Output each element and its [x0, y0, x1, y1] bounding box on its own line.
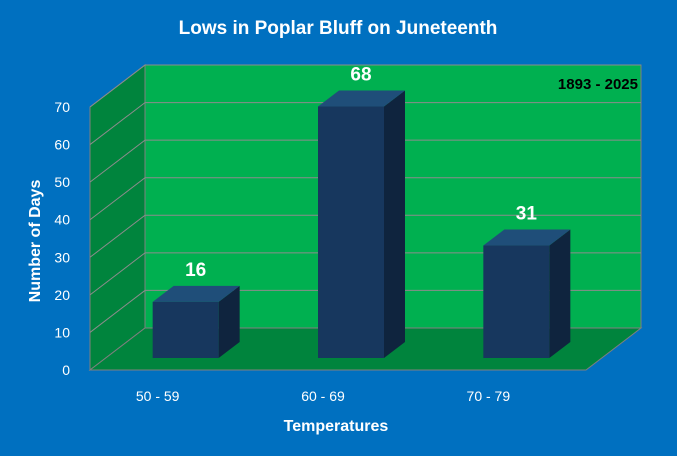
- gridline: [89, 64, 641, 108]
- bar-front-face: [152, 301, 219, 358]
- gridline: [89, 139, 641, 183]
- bar-front-face: [318, 106, 384, 358]
- y-axis-label: Number of Days: [27, 180, 44, 303]
- gridline: [89, 214, 641, 258]
- y-tick-label: 10: [54, 324, 70, 340]
- y-tick-label: 30: [54, 249, 70, 265]
- bar-side-face: [218, 285, 240, 358]
- bar-top-face: [318, 90, 405, 107]
- bar-2: [318, 90, 405, 358]
- data-labels: 16 68 31: [185, 65, 537, 281]
- x-tick-labels: 50 - 59 60 - 69 70 - 79: [136, 388, 510, 404]
- chart-title: Lows in Poplar Bluff on Juneteenth: [179, 18, 498, 39]
- gridline: [89, 102, 641, 145]
- date-range-annotation: 1893 - 2025: [558, 76, 638, 93]
- x-tick-label: 50 - 59: [136, 388, 180, 404]
- left-side-wall: [89, 63, 146, 372]
- bar-1: [152, 285, 240, 358]
- bar-3: [483, 229, 571, 358]
- bar-side-face: [384, 90, 405, 358]
- y-tick-label: 0: [62, 362, 70, 378]
- data-label: 16: [185, 260, 206, 281]
- bar-front-face: [483, 245, 550, 358]
- gridline: [89, 252, 641, 296]
- bar-side-face: [549, 229, 571, 358]
- gridlines: [89, 64, 641, 333]
- y-tick-label: 20: [54, 287, 70, 303]
- x-tick-label: 60 - 69: [301, 388, 345, 404]
- data-label: 68: [350, 65, 371, 86]
- gridline: [89, 289, 641, 333]
- bar-top-face: [152, 285, 240, 302]
- data-label: 31: [516, 204, 538, 225]
- y-tick-label: 70: [54, 99, 70, 115]
- y-tick-label: 60: [54, 137, 70, 153]
- x-axis-label: Temperatures: [284, 418, 389, 435]
- y-tick-labels: 0 10 20 30 40 50 60 70: [54, 99, 70, 378]
- x-tick-label: 70 - 79: [467, 388, 511, 404]
- bars: [152, 90, 571, 358]
- gridline: [89, 177, 641, 221]
- bar-top-face: [483, 229, 571, 246]
- y-tick-label: 50: [54, 174, 70, 190]
- y-tick-label: 40: [54, 212, 70, 228]
